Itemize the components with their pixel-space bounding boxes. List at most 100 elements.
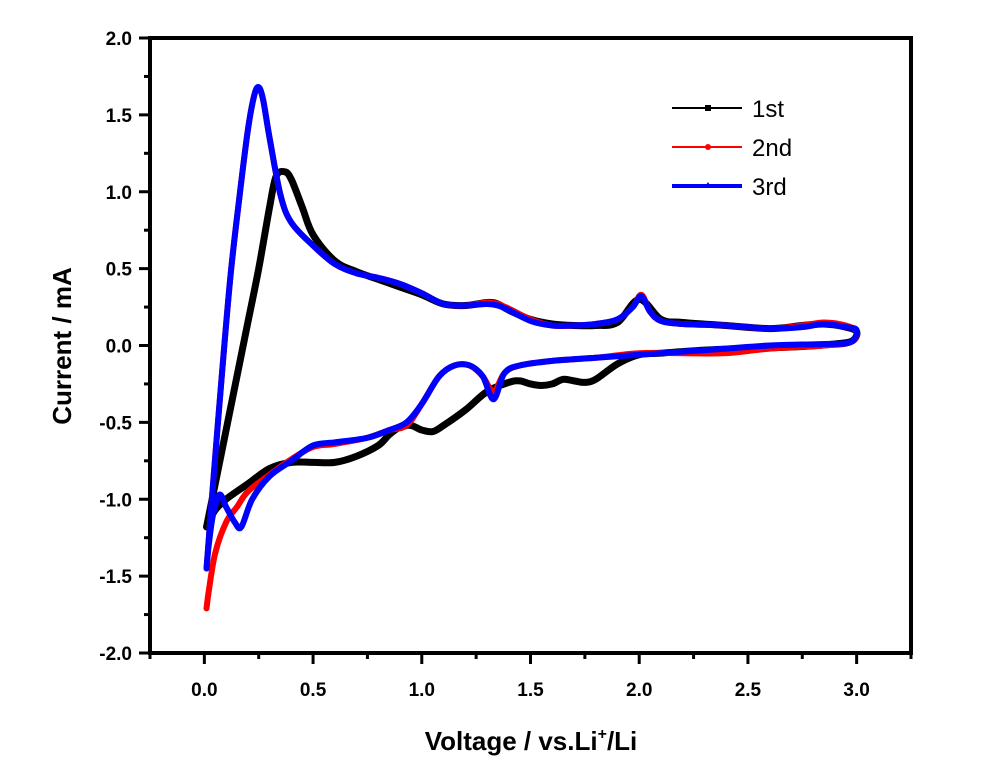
data-point — [529, 382, 532, 386]
data-point — [453, 364, 456, 367]
data-point — [616, 362, 619, 366]
data-point — [855, 328, 859, 332]
data-point — [485, 302, 489, 306]
data-point — [205, 567, 208, 570]
data-point — [398, 282, 402, 286]
data-point — [355, 454, 358, 458]
data-point — [387, 433, 391, 437]
data-point — [844, 325, 848, 329]
data-point — [529, 319, 532, 323]
data-point — [681, 322, 685, 326]
data-point — [550, 324, 554, 327]
data-point — [311, 460, 315, 464]
data-point — [246, 128, 250, 132]
data-point — [220, 374, 224, 378]
data-point — [246, 490, 250, 493]
x-tick-label: 2.0 — [626, 680, 652, 701]
data-point — [481, 374, 485, 378]
data-point — [442, 302, 445, 306]
data-point — [492, 390, 495, 394]
x-tick-label: 1.0 — [409, 680, 435, 701]
data-point — [800, 325, 804, 329]
data-point — [518, 364, 522, 367]
data-point — [300, 205, 304, 209]
data-point — [205, 607, 208, 610]
data-point — [268, 467, 271, 470]
data-point — [507, 381, 511, 384]
legend-item: 1st — [672, 96, 784, 123]
data-point — [420, 291, 424, 295]
data-point — [681, 350, 685, 354]
data-point — [648, 310, 652, 314]
series-3rd — [203, 84, 860, 572]
data-point — [848, 341, 852, 344]
data-point — [518, 379, 522, 383]
legend-label: 1st — [752, 96, 784, 123]
data-point — [289, 459, 293, 463]
data-point — [376, 444, 380, 447]
data-point — [279, 193, 282, 197]
data-point — [250, 497, 254, 501]
data-point — [659, 319, 663, 323]
data-point — [583, 381, 587, 384]
data-point — [257, 267, 261, 271]
data-point — [237, 198, 241, 201]
data-point — [768, 327, 772, 330]
data-point — [224, 520, 228, 524]
data-point — [822, 322, 826, 326]
data-point — [503, 371, 506, 375]
x-axis-title-sup: + — [598, 726, 607, 743]
data-point — [261, 98, 265, 101]
data-point — [724, 351, 728, 355]
data-point — [616, 317, 619, 321]
data-point — [376, 276, 380, 280]
data-point — [468, 364, 472, 367]
circle-marker-icon — [705, 144, 711, 150]
data-point — [637, 353, 641, 357]
data-point — [235, 505, 239, 509]
data-point — [235, 374, 239, 378]
data-point — [211, 513, 215, 517]
data-point — [268, 205, 271, 209]
series-layer — [203, 84, 861, 612]
x-axis-title-main: Voltage / vs.Li — [425, 726, 598, 756]
data-point — [507, 308, 511, 312]
data-point — [768, 344, 772, 347]
x-tick-label: 0.5 — [300, 680, 327, 701]
data-point — [224, 505, 228, 509]
x-axis: 0.0 0.5 1.0 1.5 2.0 2.5 3.0 — [148, 653, 913, 701]
x-tick-label: 0.0 — [191, 680, 217, 701]
y-tick-label: 1.5 — [106, 106, 133, 127]
data-point — [463, 304, 467, 307]
data-point — [550, 359, 554, 363]
data-point — [311, 233, 315, 237]
data-point — [594, 356, 598, 360]
plot-area — [203, 84, 861, 612]
data-point — [218, 493, 221, 497]
data-point — [594, 377, 598, 381]
y-tick-label: 2.0 — [106, 29, 132, 50]
data-point — [405, 420, 408, 424]
data-point — [252, 93, 256, 97]
data-point — [229, 274, 232, 278]
data-point — [246, 482, 250, 486]
data-point — [355, 271, 358, 275]
legend-item: 2nd — [672, 135, 792, 162]
y-tick-label: -1.5 — [99, 567, 132, 588]
data-point — [550, 382, 554, 386]
data-point — [366, 436, 369, 440]
data-point — [639, 294, 643, 298]
x-axis-title-tail: /Li — [607, 726, 637, 756]
data-point — [333, 262, 337, 266]
data-point — [268, 136, 271, 140]
data-point — [311, 444, 315, 447]
square-marker-icon — [705, 105, 711, 111]
data-point — [420, 428, 424, 432]
data-point — [213, 551, 217, 555]
data-point — [289, 221, 293, 224]
y-axis: 2.0 1.5 1.0 0.5 0.0 -0.5 -1.0 -1.5 -2.0 — [99, 29, 150, 665]
data-point — [822, 342, 826, 346]
triangle-marker-icon — [704, 182, 712, 188]
data-point — [233, 520, 237, 524]
